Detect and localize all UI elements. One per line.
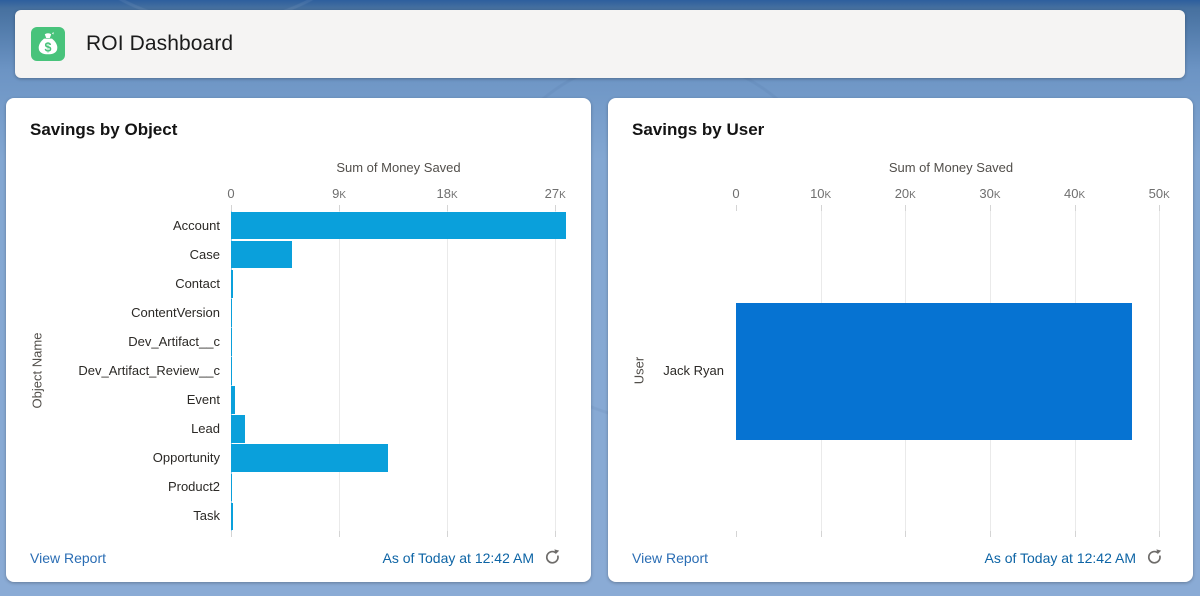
bar-opportunity[interactable] xyxy=(231,444,389,473)
bar-event[interactable] xyxy=(231,386,235,414)
y-category-label: Dev_Artifact__c xyxy=(128,333,220,349)
svg-text:$: $ xyxy=(45,41,52,55)
y-category-label: Opportunity xyxy=(152,450,220,466)
y-category-label: Dev_Artifact_Review__c xyxy=(78,363,220,378)
view-report-link[interactable]: View Report xyxy=(30,549,107,566)
x-tick-label: 40K xyxy=(1064,186,1086,201)
y-category-label: Product2 xyxy=(167,479,220,495)
bar-contentversion[interactable] xyxy=(231,299,233,327)
refresh-icon[interactable] xyxy=(1146,549,1163,566)
y-category-label: Task xyxy=(193,508,220,524)
bar-lead[interactable] xyxy=(231,415,246,443)
tick-mark xyxy=(447,205,449,211)
x-axis-title: Sum of Money Saved xyxy=(888,160,1014,175)
x-tick-label: 20K xyxy=(894,186,916,201)
x-tick-label: 10K xyxy=(810,186,832,201)
tick-mark xyxy=(905,205,907,211)
tick-mark xyxy=(339,205,341,211)
y-category-label: Event xyxy=(186,392,220,408)
refresh-status: As of Today at 12:42 AM xyxy=(984,549,1163,566)
bar-case[interactable] xyxy=(231,240,293,269)
card-savings-by-object: Savings by Object Sum of Money Saved 0 9K 1… xyxy=(6,98,591,582)
tick-mark xyxy=(820,531,822,537)
tick-mark xyxy=(1159,531,1161,537)
tick-mark xyxy=(989,531,991,537)
savings-by-user-chart: Sum of Money Saved 0 10K 20K 30K 40K 50K Jack R… xyxy=(608,98,1193,582)
tick-mark xyxy=(231,531,232,537)
bar-jack-ryan[interactable] xyxy=(736,302,1133,440)
tick-mark xyxy=(339,531,341,537)
y-category-label: Contact xyxy=(175,275,220,291)
tick-mark xyxy=(555,205,557,211)
refresh-status: As of Today at 12:42 AM xyxy=(382,549,561,566)
y-axis-title: Object Name xyxy=(29,332,45,409)
card-footer: View Report As of Today at 12:42 AM xyxy=(30,549,561,566)
x-tick-label: 0 xyxy=(227,186,235,201)
dashboard-header: $ ROI Dashboard xyxy=(15,10,1185,78)
y-category-label: Jack Ryan xyxy=(663,363,724,378)
tick-mark xyxy=(820,205,822,211)
tick-mark xyxy=(1074,205,1076,211)
tick-mark xyxy=(555,531,557,537)
y-category-label: Case xyxy=(189,246,220,262)
tick-mark xyxy=(1074,531,1076,537)
tick-mark xyxy=(1159,205,1161,211)
y-category-label: ContentVersion xyxy=(131,304,220,320)
x-tick-label: 18K xyxy=(436,186,458,201)
tick-mark xyxy=(736,205,737,211)
gridline xyxy=(447,211,449,531)
money-bag-icon: $ xyxy=(31,27,65,61)
x-axis-title: Sum of Money Saved xyxy=(336,160,461,175)
bar-account[interactable] xyxy=(231,211,566,240)
tick-mark xyxy=(905,531,907,537)
last-refreshed-text: As of Today at 12:42 AM xyxy=(984,549,1136,566)
tick-mark xyxy=(447,531,449,537)
last-refreshed-text: As of Today at 12:42 AM xyxy=(382,549,534,566)
bar-dev-artifact-review-c[interactable] xyxy=(231,357,232,385)
x-tick-label: 9K xyxy=(332,186,347,201)
card-footer: View Report As of Today at 12:42 AM xyxy=(632,549,1163,566)
page-title: ROI Dashboard xyxy=(86,32,234,55)
tick-mark xyxy=(989,205,991,211)
tick-mark xyxy=(736,531,737,537)
x-tick-label: 30K xyxy=(979,186,1001,201)
y-axis-title: User xyxy=(631,356,647,385)
gridline xyxy=(1159,211,1161,531)
card-savings-by-user: Savings by User Sum of Money Saved 0 10K 20… xyxy=(608,98,1193,582)
view-report-link[interactable]: View Report xyxy=(632,549,709,566)
bar-contact[interactable] xyxy=(231,269,233,298)
y-category-label: Lead xyxy=(191,421,220,437)
x-tick-label: 0 xyxy=(732,186,740,201)
refresh-icon[interactable] xyxy=(544,549,561,566)
bar-product2[interactable] xyxy=(231,473,232,502)
x-tick-label: 50K xyxy=(1148,186,1170,201)
card-title-savings-by-user: Savings by User xyxy=(632,120,765,139)
card-title-savings-by-object: Savings by Object xyxy=(30,120,178,139)
bar-dev-artifact-c[interactable] xyxy=(231,328,232,356)
y-category-label: Account xyxy=(173,217,220,233)
savings-by-object-chart: Sum of Money Saved 0 9K 18K 27K Account Case Co… xyxy=(6,98,591,582)
bar-task[interactable] xyxy=(231,502,234,531)
tick-mark xyxy=(231,205,232,211)
gridline xyxy=(339,211,341,531)
gridline xyxy=(555,211,557,531)
x-tick-label: 27K xyxy=(544,186,566,201)
